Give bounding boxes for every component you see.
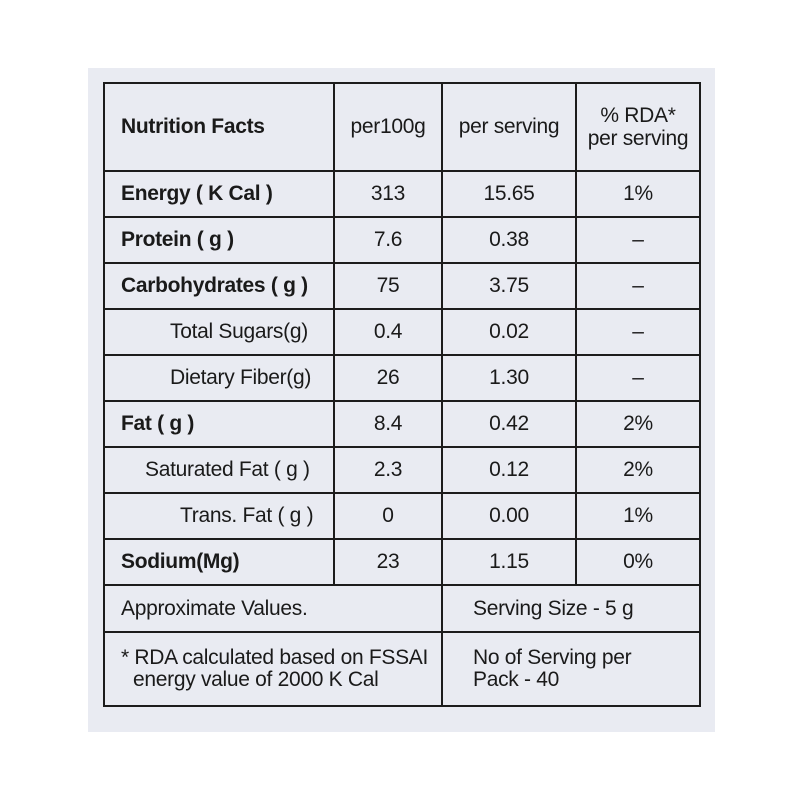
header-per100g: per100g xyxy=(333,82,443,172)
footer-row-2: * RDA calculated based on FSSAI energy v… xyxy=(103,631,701,707)
servings-per-pack: No of Serving per Pack - 40 xyxy=(441,631,701,707)
value-rda: 2% xyxy=(575,400,701,448)
value-per100g: 0.4 xyxy=(333,308,443,356)
value-per-serving: 0.38 xyxy=(441,216,577,264)
servings-per-pack-line2: Pack - 40 xyxy=(473,668,560,691)
header-rda-line2: per serving xyxy=(587,127,689,150)
nutrient-name: Fat ( g ) xyxy=(103,400,335,448)
value-per-serving: 15.65 xyxy=(441,170,577,218)
table-row: Dietary Fiber(g) 26 1.30 – xyxy=(103,354,701,402)
table-row: Saturated Fat ( g ) 2.3 0.12 2% xyxy=(103,446,701,494)
rda-footnote: * RDA calculated based on FSSAI energy v… xyxy=(103,631,443,707)
header-per-serving: per serving xyxy=(441,82,577,172)
nutrient-name: Carbohydrates ( g ) xyxy=(103,262,335,310)
value-rda: 1% xyxy=(575,492,701,540)
value-rda: 1% xyxy=(575,170,701,218)
nutrient-name: Dietary Fiber(g) xyxy=(103,354,335,402)
value-per100g: 26 xyxy=(333,354,443,402)
value-rda: – xyxy=(575,216,701,264)
table-row: Sodium(Mg) 23 1.15 0% xyxy=(103,538,701,586)
nutrition-facts-table: Nutrition Facts per100g per serving % RD… xyxy=(103,82,701,707)
nutrient-name: Energy ( K Cal ) xyxy=(103,170,335,218)
value-per-serving: 0.00 xyxy=(441,492,577,540)
header-rda: % RDA* per serving xyxy=(575,82,701,172)
value-per100g: 8.4 xyxy=(333,400,443,448)
table-title: Nutrition Facts xyxy=(103,82,335,172)
value-rda: – xyxy=(575,354,701,402)
table-row: Fat ( g ) 8.4 0.42 2% xyxy=(103,400,701,448)
table-row: Total Sugars(g) 0.4 0.02 – xyxy=(103,308,701,356)
value-per-serving: 1.30 xyxy=(441,354,577,402)
header-rda-line1: % RDA* xyxy=(600,104,676,127)
value-rda: 0% xyxy=(575,538,701,586)
table-row: Trans. Fat ( g ) 0 0.00 1% xyxy=(103,492,701,540)
table-header-row: Nutrition Facts per100g per serving % RD… xyxy=(103,82,701,172)
value-per100g: 7.6 xyxy=(333,216,443,264)
value-per-serving: 0.02 xyxy=(441,308,577,356)
nutrient-name: Trans. Fat ( g ) xyxy=(103,492,335,540)
approximate-values-note: Approximate Values. xyxy=(103,584,443,633)
value-rda: 2% xyxy=(575,446,701,494)
value-per100g: 75 xyxy=(333,262,443,310)
value-per100g: 23 xyxy=(333,538,443,586)
value-per100g: 2.3 xyxy=(333,446,443,494)
servings-per-pack-line1: No of Serving per xyxy=(473,646,632,669)
serving-size: Serving Size - 5 g xyxy=(441,584,701,633)
value-rda: – xyxy=(575,308,701,356)
value-rda: – xyxy=(575,262,701,310)
value-per100g: 0 xyxy=(333,492,443,540)
rda-footnote-line1: * RDA calculated based on FSSAI xyxy=(121,646,429,669)
value-per-serving: 0.12 xyxy=(441,446,577,494)
value-per100g: 313 xyxy=(333,170,443,218)
footer-row-1: Approximate Values. Serving Size - 5 g xyxy=(103,584,701,633)
nutrient-name: Saturated Fat ( g ) xyxy=(103,446,335,494)
nutrient-name: Protein ( g ) xyxy=(103,216,335,264)
table-row: Carbohydrates ( g ) 75 3.75 – xyxy=(103,262,701,310)
nutrient-name: Total Sugars(g) xyxy=(103,308,335,356)
table-row: Energy ( K Cal ) 313 15.65 1% xyxy=(103,170,701,218)
value-per-serving: 1.15 xyxy=(441,538,577,586)
table-row: Protein ( g ) 7.6 0.38 – xyxy=(103,216,701,264)
value-per-serving: 0.42 xyxy=(441,400,577,448)
rda-footnote-line2: energy value of 2000 K Cal xyxy=(133,668,379,691)
value-per-serving: 3.75 xyxy=(441,262,577,310)
nutrient-name: Sodium(Mg) xyxy=(103,538,335,586)
